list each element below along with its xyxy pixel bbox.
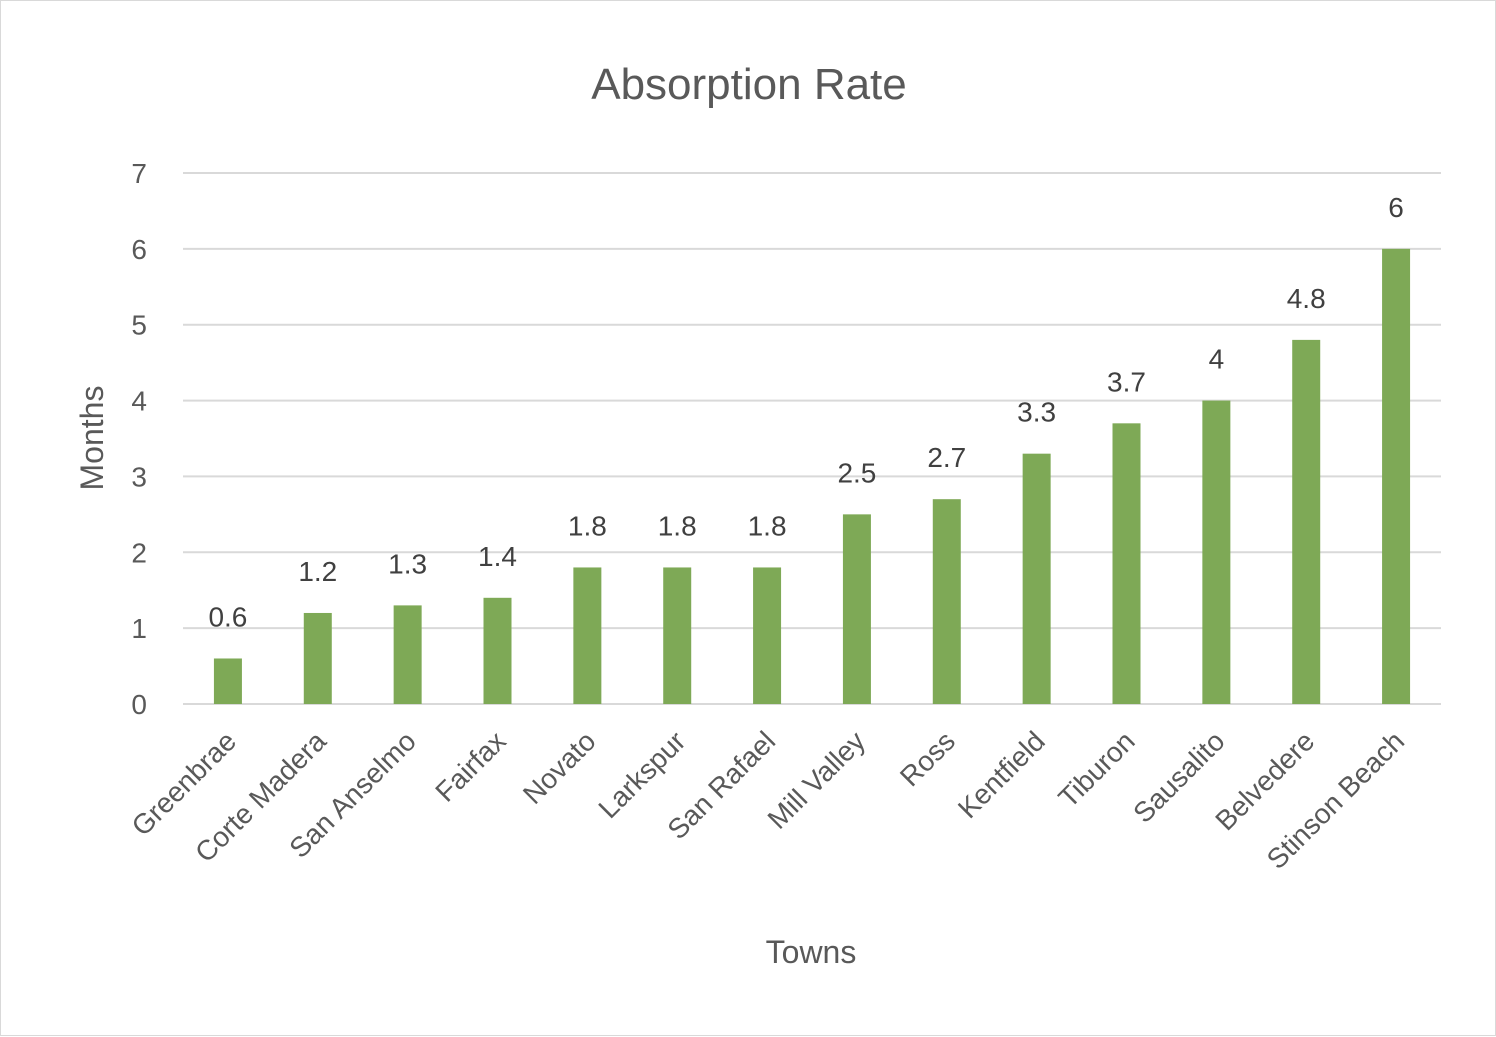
data-label: 6 — [1388, 192, 1404, 223]
data-label: 1.3 — [388, 548, 427, 579]
x-axis-title: Towns — [766, 934, 857, 970]
data-label: 1.8 — [568, 510, 607, 541]
y-tick-label: 6 — [131, 234, 147, 265]
data-label: 3.3 — [1017, 397, 1056, 428]
bar — [663, 567, 692, 704]
data-label: 0.6 — [208, 601, 247, 632]
x-tick-label: Ross — [894, 725, 961, 792]
y-axis-ticks: 0 1 2 3 4 5 6 7 — [131, 158, 147, 720]
data-label: 1.8 — [658, 510, 697, 541]
data-label: 1.4 — [478, 541, 517, 572]
bar — [1022, 453, 1051, 704]
bar — [1292, 339, 1321, 704]
bar — [1202, 400, 1231, 704]
y-tick-label: 3 — [131, 461, 147, 492]
chart-title: Absorption Rate — [591, 60, 907, 109]
data-label: 3.7 — [1107, 366, 1146, 397]
x-tick-label: Tiburon — [1052, 725, 1140, 813]
data-label: 4 — [1209, 344, 1225, 375]
data-label: 1.2 — [298, 556, 337, 587]
bar — [393, 605, 422, 704]
gridlines — [183, 172, 1441, 705]
data-label: 2.5 — [837, 457, 876, 488]
bar — [213, 658, 242, 704]
data-label: 2.7 — [927, 442, 966, 473]
x-tick-label: Fairfax — [429, 725, 511, 807]
y-tick-label: 0 — [131, 689, 147, 720]
y-tick-label: 7 — [131, 158, 147, 189]
bar — [1382, 248, 1411, 704]
bar — [573, 567, 602, 704]
data-label: 4.8 — [1287, 283, 1326, 314]
y-axis-title: Months — [74, 386, 110, 491]
bar — [483, 597, 512, 704]
y-tick-label: 5 — [131, 310, 147, 341]
bar — [303, 612, 332, 704]
bar — [753, 567, 782, 704]
y-tick-label: 4 — [131, 386, 147, 417]
x-tick-label: Mill Valley — [762, 725, 872, 835]
y-tick-label: 2 — [131, 537, 147, 568]
data-label: 1.8 — [748, 510, 787, 541]
bar — [932, 499, 961, 704]
x-tick-label: Novato — [517, 725, 602, 810]
bars — [213, 248, 1411, 704]
bar — [1112, 423, 1141, 704]
x-tick-label: Kentfield — [952, 725, 1051, 824]
data-labels: 0.6 1.2 1.3 1.4 1.8 1.8 1.8 2.5 2.7 3.3 3.7 4 4.8 6 — [208, 192, 1403, 633]
bar — [842, 514, 871, 704]
y-tick-label: 1 — [131, 613, 147, 644]
